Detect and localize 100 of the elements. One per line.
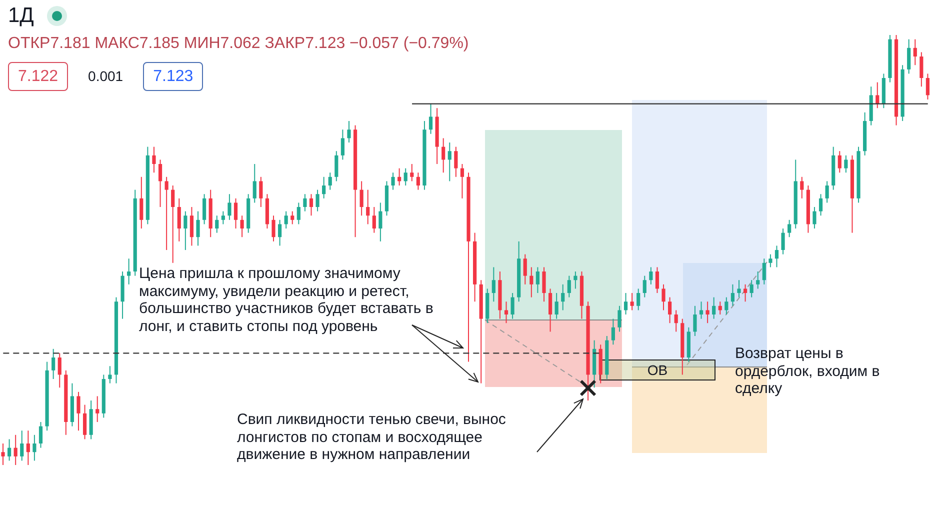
candlestick bbox=[818, 194, 823, 216]
candlestick bbox=[674, 310, 678, 332]
candlestick bbox=[442, 138, 446, 174]
candlestick bbox=[309, 194, 314, 216]
annotation: 0.001 bbox=[87, 67, 124, 86]
candlestick bbox=[108, 366, 112, 384]
candlestick bbox=[1, 443, 5, 465]
candlestick bbox=[812, 206, 816, 229]
candlestick bbox=[196, 210, 200, 246]
candlestick bbox=[322, 176, 326, 199]
candlestick bbox=[454, 146, 458, 178]
candlestick bbox=[788, 219, 792, 238]
candlestick bbox=[510, 292, 514, 320]
candlestick bbox=[624, 292, 628, 315]
candlestick bbox=[140, 176, 144, 229]
candlestick bbox=[96, 396, 100, 422]
candlestick bbox=[391, 172, 395, 190]
candlestick bbox=[221, 210, 225, 225]
candlestick bbox=[574, 271, 578, 290]
candlestick bbox=[26, 430, 30, 465]
candlestick bbox=[76, 391, 80, 432]
candlestick bbox=[743, 284, 748, 302]
candlestick bbox=[492, 266, 496, 302]
candlestick bbox=[7, 438, 12, 462]
annotation: Свип ликвидности тенью свечи, вынос лонгистов по стопам и восходящее движение в нужном направлении bbox=[237, 411, 506, 464]
candlestick bbox=[215, 215, 219, 234]
candlestick bbox=[913, 38, 917, 66]
candlestick bbox=[693, 305, 697, 336]
candlestick bbox=[460, 164, 464, 199]
candlestick bbox=[340, 129, 344, 160]
candlestick bbox=[259, 176, 263, 208]
candlestick bbox=[655, 266, 660, 294]
candlestick bbox=[410, 164, 414, 182]
candlestick bbox=[284, 210, 288, 229]
candlestick bbox=[372, 206, 376, 234]
candlestick bbox=[234, 198, 238, 229]
candlestick bbox=[706, 301, 710, 324]
candlestick bbox=[428, 103, 433, 134]
candlestick bbox=[523, 254, 527, 285]
annotation: Возврат цены в ордерблок, входим в сделку bbox=[735, 345, 880, 398]
chart-subtitle: ОТКР7.181 МАКС7.185 МИН7.062 ЗАКР7.123 −0.057 (−0.79%) bbox=[8, 35, 469, 53]
candlestick bbox=[825, 180, 829, 204]
candlestick bbox=[800, 176, 804, 199]
candlestick bbox=[378, 202, 382, 242]
candlestick bbox=[127, 258, 131, 285]
candlestick bbox=[636, 288, 640, 311]
candlestick bbox=[876, 82, 880, 109]
candlestick bbox=[838, 150, 842, 174]
candlestick bbox=[762, 258, 766, 285]
candlestick bbox=[290, 210, 294, 225]
candlestick bbox=[542, 266, 546, 302]
candlestick bbox=[303, 194, 307, 212]
candlestick bbox=[38, 422, 43, 448]
candlestick bbox=[662, 284, 666, 311]
candlestick bbox=[536, 266, 540, 294]
candlestick bbox=[756, 271, 760, 290]
candlestick bbox=[32, 434, 36, 462]
annotation: 7.123 bbox=[143, 62, 204, 91]
candlestick bbox=[20, 430, 24, 462]
candlestick bbox=[611, 318, 615, 346]
candlestick bbox=[907, 38, 911, 74]
candlestick bbox=[649, 266, 653, 285]
candlestick bbox=[567, 275, 571, 298]
candlestick bbox=[240, 215, 244, 238]
candlestick bbox=[58, 352, 62, 388]
candlestick bbox=[561, 284, 565, 311]
candlestick bbox=[781, 228, 785, 255]
candlestick bbox=[699, 301, 704, 320]
candlestick bbox=[184, 210, 188, 250]
candlestick bbox=[177, 198, 181, 242]
candlestick bbox=[366, 189, 370, 225]
candlestick bbox=[668, 296, 672, 324]
candlestick bbox=[642, 275, 646, 298]
candlestick bbox=[272, 215, 276, 242]
annotation: 7.122 bbox=[8, 62, 68, 91]
candlestick bbox=[730, 284, 735, 306]
candlestick bbox=[316, 189, 320, 212]
candlestick bbox=[14, 434, 18, 465]
candlestick bbox=[404, 168, 408, 186]
candlestick bbox=[152, 146, 156, 174]
candlestick bbox=[750, 280, 754, 298]
candlestick bbox=[920, 52, 924, 88]
candlestick bbox=[768, 254, 772, 268]
candlestick bbox=[448, 142, 452, 182]
candlestick bbox=[190, 206, 194, 246]
chart-title: 1Д bbox=[8, 4, 34, 28]
candlestick bbox=[618, 305, 622, 332]
candlestick bbox=[228, 194, 232, 220]
candlestick bbox=[278, 219, 282, 246]
candlestick bbox=[724, 296, 728, 315]
candlestick bbox=[202, 194, 206, 225]
candlestick bbox=[718, 301, 722, 315]
candlestick bbox=[82, 404, 87, 440]
candlestick bbox=[52, 348, 56, 380]
candlestick bbox=[347, 120, 351, 143]
candlestick bbox=[334, 150, 338, 182]
annotation: Цена пришла к прошлому значимому максимуму, увидели реакцию и ретест, большинство участников будет вставать в лонг, и ставить стопы под уровень bbox=[139, 265, 434, 335]
candlestick bbox=[360, 180, 364, 216]
candlestick bbox=[712, 296, 716, 320]
candlestick bbox=[554, 292, 558, 320]
